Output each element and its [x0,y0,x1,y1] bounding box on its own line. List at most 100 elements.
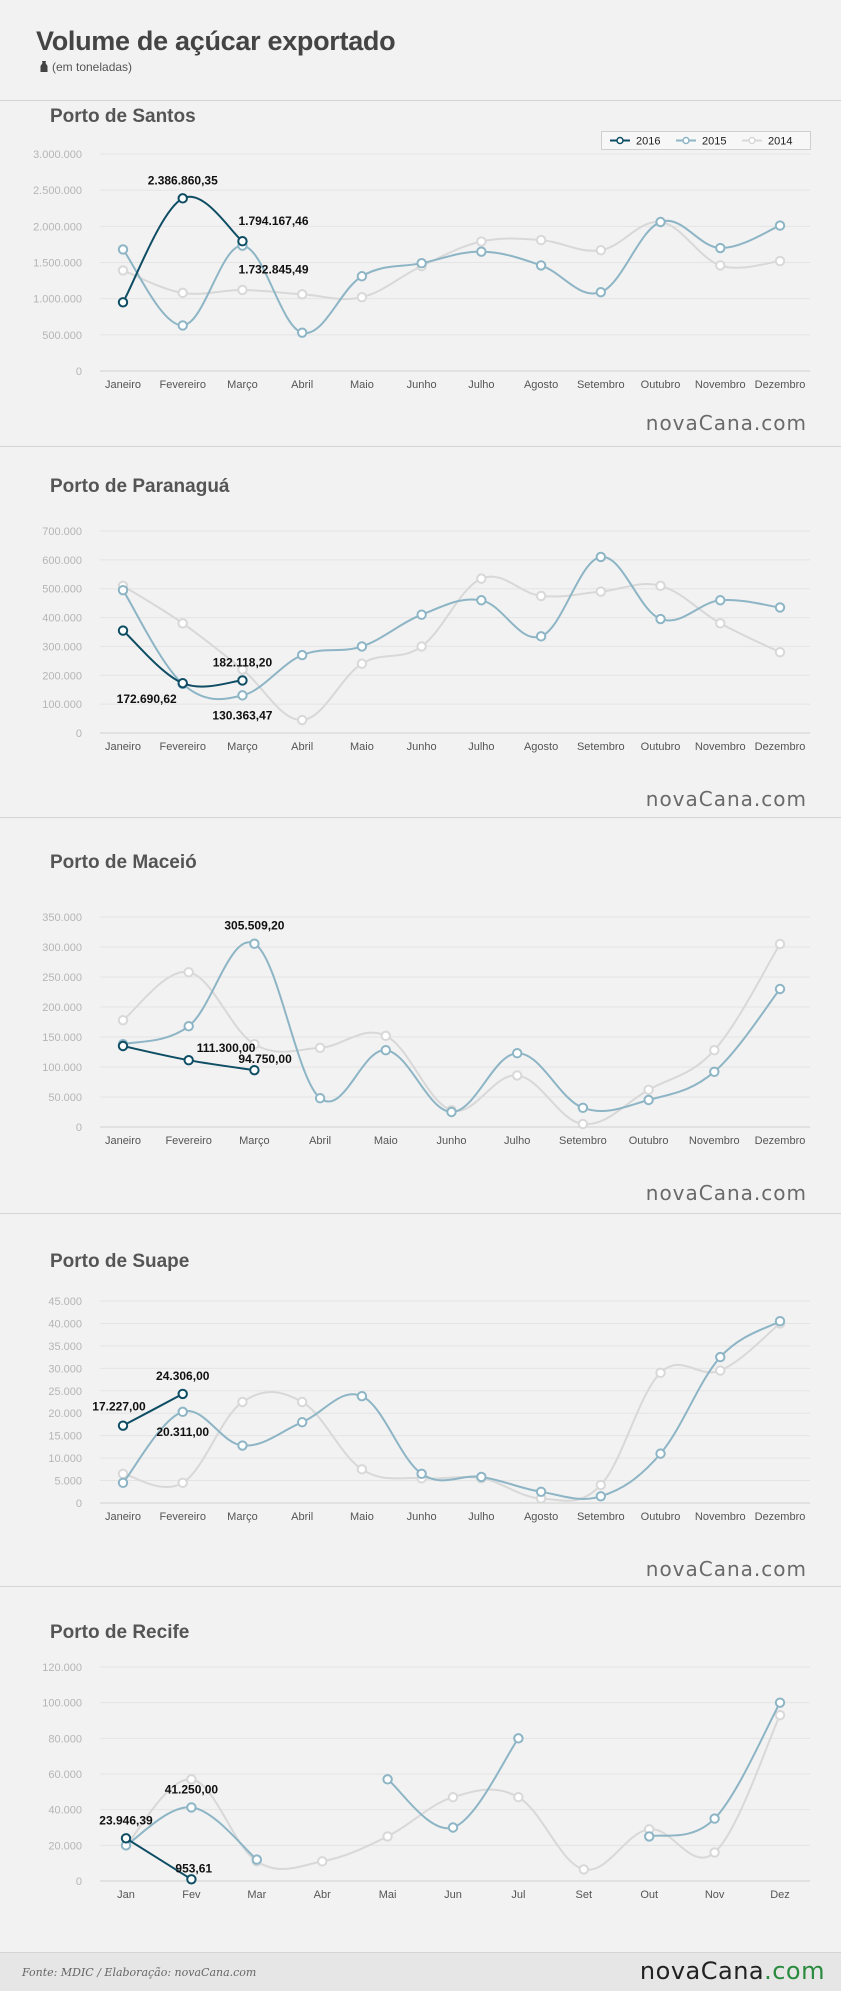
data-point[interactable] [416,641,427,652]
data-point[interactable] [774,1697,786,1708]
data-point[interactable] [644,1831,655,1842]
legend-label[interactable]: 2016 [636,136,660,148]
data-point[interactable] [715,618,726,629]
data-point[interactable] [577,1118,589,1130]
data-point[interactable] [715,242,726,254]
data-point[interactable] [177,677,188,689]
data-point[interactable] [774,938,786,950]
data-point[interactable] [709,1066,720,1078]
data-point[interactable] [715,1351,726,1363]
data-point[interactable] [296,327,308,338]
data-point[interactable] [655,1367,666,1379]
data-point[interactable] [117,1420,129,1431]
data-point[interactable] [535,234,547,246]
data-point[interactable] [296,289,308,300]
data-point[interactable] [117,1468,129,1480]
data-point[interactable] [595,586,607,597]
legend-label[interactable]: 2014 [768,136,792,148]
data-point[interactable] [380,1030,391,1042]
data-point[interactable] [535,590,547,602]
data-point[interactable] [183,1021,194,1032]
data-point[interactable] [117,1040,129,1052]
data-point[interactable] [251,1854,262,1865]
data-point[interactable] [513,1733,524,1744]
data-point[interactable] [715,260,726,271]
data-point[interactable] [177,1388,188,1400]
data-point[interactable] [416,609,427,620]
data-point[interactable] [476,246,487,257]
data-point[interactable] [356,1464,368,1475]
data-point[interactable] [296,649,308,661]
data-point[interactable] [774,602,786,613]
data-point[interactable] [595,286,607,298]
data-point[interactable] [476,595,487,606]
data-point[interactable] [117,584,129,596]
data-point[interactable] [595,551,607,563]
data-point[interactable] [117,265,129,276]
data-point[interactable] [416,1468,427,1480]
data-point[interactable] [535,631,547,642]
data-point[interactable] [655,580,666,592]
data-point[interactable] [447,1822,459,1833]
data-point[interactable] [535,1486,547,1497]
data-point[interactable] [382,1831,393,1842]
data-point[interactable] [774,983,786,995]
data-point[interactable] [117,1477,129,1488]
data-point[interactable] [774,1316,786,1327]
data-point[interactable] [177,287,188,299]
data-point[interactable] [249,1039,260,1050]
data-point[interactable] [296,1417,308,1428]
data-point[interactable] [476,1471,487,1483]
data-point[interactable] [512,1070,523,1081]
data-point[interactable] [237,675,248,686]
data-point[interactable] [356,641,368,652]
data-point[interactable] [249,938,260,949]
data-point[interactable] [117,297,129,308]
data-point[interactable] [186,1874,197,1885]
data-point[interactable] [447,1791,459,1803]
data-point[interactable] [512,1048,523,1059]
data-point[interactable] [578,1864,589,1875]
data-point[interactable] [117,625,129,636]
data-point[interactable] [595,1479,607,1491]
data-point[interactable] [120,1833,132,1844]
data-point[interactable] [655,1448,666,1459]
data-point[interactable] [186,1802,197,1813]
data-point[interactable] [356,658,368,669]
data-point[interactable] [183,967,194,978]
data-point[interactable] [595,245,607,256]
data-point[interactable] [643,1084,654,1095]
data-point[interactable] [446,1106,457,1118]
data-point[interactable] [709,1045,720,1056]
data-point[interactable] [774,647,786,658]
data-point[interactable] [655,216,666,228]
data-point[interactable] [237,1440,248,1451]
data-point[interactable] [774,1709,786,1721]
data-point[interactable] [117,244,129,255]
data-point[interactable] [709,1813,720,1824]
data-point[interactable] [237,1396,248,1408]
footer-brand-logo[interactable]: novaCana.com [640,1957,825,1985]
data-point[interactable] [237,690,248,701]
data-point[interactable] [774,220,786,231]
data-point[interactable] [186,1774,197,1785]
data-point[interactable] [513,1791,524,1803]
data-point[interactable] [177,1406,188,1418]
data-point[interactable] [314,1042,326,1054]
data-point[interactable] [535,260,547,271]
data-point[interactable] [595,1491,607,1502]
data-point[interactable] [237,284,248,296]
data-point[interactable] [183,1055,194,1066]
data-point[interactable] [577,1102,589,1113]
data-point[interactable] [317,1856,328,1867]
data-point[interactable] [382,1774,393,1785]
data-point[interactable] [177,320,188,331]
data-point[interactable] [249,1064,260,1076]
data-point[interactable] [296,1396,308,1408]
data-point[interactable] [237,236,248,247]
data-point[interactable] [356,292,368,303]
data-point[interactable] [774,255,786,267]
data-point[interactable] [416,258,427,269]
data-point[interactable] [117,1015,129,1026]
data-point[interactable] [296,714,308,726]
